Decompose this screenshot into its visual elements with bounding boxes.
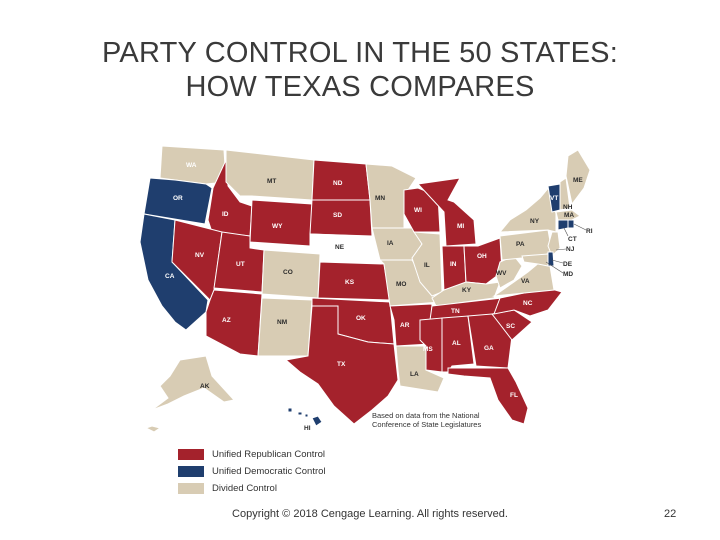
label-nd: ND bbox=[333, 180, 343, 187]
page-number: 22 bbox=[664, 508, 677, 520]
legend-row-divided: Divided Control bbox=[178, 480, 326, 497]
label-wa: WA bbox=[186, 162, 197, 169]
label-wy: WY bbox=[272, 223, 283, 230]
label-nh: NH bbox=[563, 204, 573, 211]
title-line-2: HOW TEXAS COMPARES bbox=[185, 71, 535, 103]
source-note-line-2: Conference of State Legislatures bbox=[372, 420, 482, 429]
label-de: DE bbox=[563, 261, 573, 268]
state-ct bbox=[557, 219, 569, 231]
label-vt: VT bbox=[550, 195, 558, 202]
label-ne: NE bbox=[335, 244, 345, 251]
label-wv: WV bbox=[496, 270, 507, 277]
label-ok: OK bbox=[356, 315, 366, 322]
label-in: IN bbox=[450, 261, 457, 268]
legend-label-divided: Divided Control bbox=[212, 483, 277, 494]
label-il: IL bbox=[424, 262, 430, 269]
state-ak bbox=[151, 355, 235, 411]
label-pa: PA bbox=[516, 241, 525, 248]
label-nj: NJ bbox=[566, 246, 575, 253]
state-ma bbox=[555, 209, 581, 221]
label-me: ME bbox=[573, 177, 583, 184]
state-il bbox=[411, 231, 443, 297]
label-mi: MI bbox=[457, 223, 464, 230]
legend-row-democratic: Unified Democratic Control bbox=[178, 463, 326, 480]
legend-swatch-republican bbox=[178, 449, 204, 460]
label-fl: FL bbox=[510, 392, 518, 399]
label-ct: CT bbox=[568, 236, 577, 243]
label-ky: KY bbox=[462, 287, 472, 294]
state-md bbox=[521, 253, 549, 267]
label-hi: HI bbox=[304, 425, 311, 432]
state-wi bbox=[403, 187, 441, 233]
state-de bbox=[547, 251, 555, 267]
label-ny: NY bbox=[530, 218, 540, 225]
label-la: LA bbox=[410, 371, 419, 378]
state-ri bbox=[567, 219, 575, 229]
label-nc: NC bbox=[523, 300, 533, 307]
label-ar: AR bbox=[400, 322, 410, 329]
label-mo: MO bbox=[396, 281, 406, 288]
us-map-svg: WA OR CA ID NV MT WY UT AZ CO NM ND SD N… bbox=[140, 145, 593, 433]
label-va: VA bbox=[521, 278, 530, 285]
state-mt bbox=[225, 149, 315, 201]
state-mi bbox=[416, 177, 477, 247]
label-sc: SC bbox=[506, 323, 515, 330]
state-hi-islands bbox=[287, 407, 309, 418]
label-nv: NV bbox=[195, 252, 205, 259]
slide-title: PARTY CONTROL IN THE 50 STATES: HOW TEXA… bbox=[40, 36, 680, 104]
source-note: Based on data from the National Conferen… bbox=[372, 411, 532, 429]
label-ak: AK bbox=[200, 383, 210, 390]
label-ri: RI bbox=[586, 228, 593, 235]
label-ma: MA bbox=[564, 212, 574, 219]
state-tx bbox=[284, 305, 399, 425]
state-nh bbox=[559, 177, 571, 211]
source-note-line-1: Based on data from the National bbox=[372, 411, 480, 420]
label-sd: SD bbox=[333, 212, 342, 219]
state-fl bbox=[447, 367, 529, 425]
label-tx: TX bbox=[337, 361, 346, 368]
state-ny bbox=[498, 184, 557, 233]
legend-row-republican: Unified Republican Control bbox=[178, 446, 326, 463]
map-legend: Unified Republican Control Unified Democ… bbox=[178, 446, 326, 497]
label-tn: TN bbox=[451, 308, 460, 315]
label-oh: OH bbox=[477, 253, 487, 260]
label-mn: MN bbox=[375, 195, 385, 202]
label-ca: CA bbox=[165, 273, 175, 280]
label-nm: NM bbox=[277, 319, 287, 326]
label-co: CO bbox=[283, 269, 293, 276]
us-party-control-map: WA OR CA ID NV MT WY UT AZ CO NM ND SD N… bbox=[140, 136, 610, 436]
legend-swatch-divided bbox=[178, 483, 204, 494]
label-ks: KS bbox=[345, 279, 355, 286]
copyright-footer: Copyright © 2018 Cengage Learning. All r… bbox=[232, 508, 508, 520]
title-line-1: PARTY CONTROL IN THE 50 STATES: bbox=[102, 37, 618, 69]
label-ut: UT bbox=[236, 261, 245, 268]
state-ga bbox=[467, 313, 513, 369]
state-az bbox=[205, 289, 263, 357]
label-ga: GA bbox=[484, 345, 494, 352]
label-ms: MS bbox=[423, 346, 433, 353]
legend-swatch-democratic bbox=[178, 466, 204, 477]
label-wi: WI bbox=[414, 207, 422, 214]
state-ne bbox=[309, 233, 385, 265]
label-or: OR bbox=[173, 195, 183, 202]
label-mt: MT bbox=[267, 178, 276, 185]
state-nm bbox=[257, 297, 313, 357]
state-or bbox=[143, 177, 213, 225]
label-al: AL bbox=[452, 340, 461, 347]
state-me bbox=[565, 149, 591, 206]
state-sd bbox=[309, 199, 373, 237]
state-ak-islands bbox=[144, 425, 162, 433]
legend-label-democratic: Unified Democratic Control bbox=[212, 466, 326, 477]
legend-label-republican: Unified Republican Control bbox=[212, 449, 326, 460]
label-ia: IA bbox=[387, 240, 394, 247]
label-az: AZ bbox=[222, 317, 231, 324]
state-hi bbox=[311, 415, 323, 427]
label-id: ID bbox=[222, 211, 229, 218]
label-md: MD bbox=[563, 271, 573, 278]
